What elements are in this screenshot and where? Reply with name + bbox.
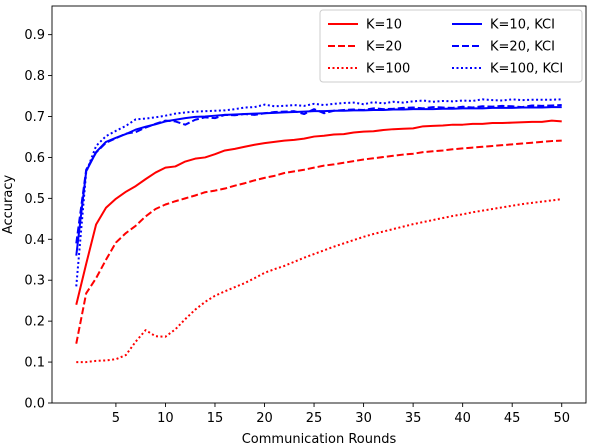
x-tick-label: 25 bbox=[306, 411, 323, 426]
series-line-k-100 bbox=[76, 198, 562, 364]
legend-box bbox=[319, 9, 583, 83]
x-tick-label: 45 bbox=[504, 411, 521, 426]
x-tick-label: 50 bbox=[553, 411, 570, 426]
series-line-k-20 bbox=[75, 139, 562, 344]
y-tick-label: 0.1 bbox=[24, 356, 45, 371]
y-tick-label: 0.5 bbox=[24, 192, 45, 207]
x-tick-label: 35 bbox=[405, 411, 422, 426]
y-tick-label: 0.6 bbox=[24, 151, 45, 166]
legend-label-k-10-kci: K=10, KCI bbox=[490, 18, 555, 33]
legend-label-k-10: K=10 bbox=[366, 18, 402, 33]
y-axis-title: Accuracy bbox=[1, 175, 16, 235]
series-line-k-10 bbox=[75, 119, 562, 306]
plot-frame bbox=[51, 5, 587, 404]
y-tick-label: 0.9 bbox=[24, 28, 45, 43]
y-tick-label: 0.0 bbox=[24, 397, 45, 412]
x-tick-label: 40 bbox=[454, 411, 471, 426]
legend-label-k-100: K=100 bbox=[366, 62, 410, 77]
legend-label-k-100-kci: K=100, KCI bbox=[490, 62, 563, 77]
x-tick-label: 30 bbox=[355, 411, 372, 426]
legend-label-k-20: K=20 bbox=[366, 40, 402, 55]
y-tick-label: 0.4 bbox=[24, 233, 45, 248]
y-tick-label: 0.3 bbox=[24, 274, 45, 289]
series-lines bbox=[75, 98, 562, 364]
y-tick-label: 0.2 bbox=[24, 315, 45, 330]
y-tick-label: 0.7 bbox=[24, 110, 45, 125]
x-tick-label: 15 bbox=[207, 411, 224, 426]
x-axis-title: Communication Rounds bbox=[242, 432, 397, 446]
legend: K=10 K=20 K=100 K=10, KCI K=20, KCI K=100, KC… bbox=[319, 9, 583, 83]
x-axis-ticks: 5 10 15 20 25 30 35 40 45 50 bbox=[112, 403, 570, 426]
series-line-k-10-kci bbox=[75, 106, 562, 256]
x-tick-label: 20 bbox=[256, 411, 273, 426]
y-tick-label: 0.8 bbox=[24, 69, 45, 84]
x-tick-label: 10 bbox=[157, 411, 174, 426]
x-tick-label: 5 bbox=[112, 411, 120, 426]
legend-label-k-20-kci: K=20, KCI bbox=[490, 40, 555, 55]
series-line-k-20-kci bbox=[75, 104, 562, 244]
y-axis-ticks: 0.0 0.1 0.2 0.3 0.4 0.5 0.6 0.7 0.8 0.9 bbox=[24, 28, 52, 412]
series-line-k-100-kci bbox=[75, 98, 562, 287]
